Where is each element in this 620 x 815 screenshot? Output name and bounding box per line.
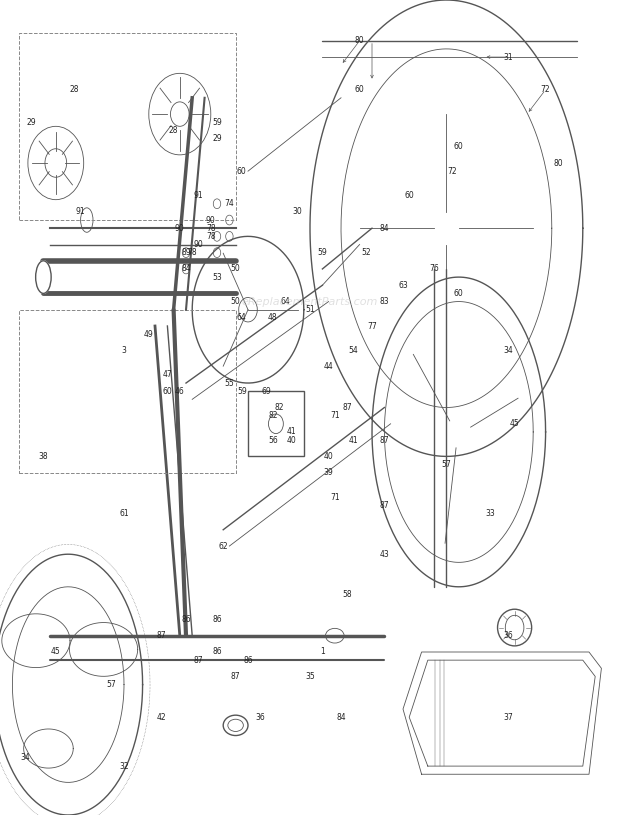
Text: 29: 29 (212, 134, 222, 143)
Text: 77: 77 (367, 321, 377, 331)
Text: 60: 60 (162, 386, 172, 396)
Text: 31: 31 (503, 52, 513, 62)
Text: 58: 58 (342, 590, 352, 600)
Text: 84: 84 (379, 223, 389, 233)
Text: 90: 90 (206, 215, 216, 225)
Text: 32: 32 (119, 761, 129, 771)
Text: 57: 57 (107, 680, 117, 689)
Text: 80: 80 (355, 36, 365, 46)
Text: 91: 91 (193, 191, 203, 200)
Text: 71: 71 (330, 411, 340, 421)
Text: 59: 59 (237, 386, 247, 396)
Text: 80: 80 (553, 158, 563, 168)
Text: 62: 62 (218, 541, 228, 551)
Text: 47: 47 (162, 370, 172, 380)
Text: 48: 48 (268, 313, 278, 323)
Text: 53: 53 (212, 272, 222, 282)
Text: 45: 45 (510, 419, 520, 429)
Text: 44: 44 (324, 362, 334, 372)
Text: 59: 59 (317, 248, 327, 258)
Text: 82: 82 (274, 403, 284, 412)
Text: 87: 87 (193, 655, 203, 665)
Text: 64: 64 (237, 313, 247, 323)
Ellipse shape (36, 261, 51, 293)
Text: 78: 78 (206, 223, 216, 233)
Text: 91: 91 (76, 207, 86, 217)
Text: 83: 83 (379, 297, 389, 306)
Text: 28: 28 (69, 85, 79, 95)
Text: 36: 36 (255, 712, 265, 722)
Text: 87: 87 (342, 403, 352, 412)
Text: 87: 87 (231, 672, 241, 681)
Text: 49: 49 (144, 329, 154, 339)
Text: eReplacementParts.com: eReplacementParts.com (242, 297, 378, 306)
Text: 86: 86 (212, 615, 222, 624)
Text: 3: 3 (122, 346, 126, 355)
Text: 78: 78 (187, 248, 197, 258)
Text: 64: 64 (280, 297, 290, 306)
Text: 37: 37 (503, 712, 513, 722)
Text: 56: 56 (268, 435, 278, 445)
Text: 76: 76 (429, 264, 439, 274)
Text: 89: 89 (181, 248, 191, 258)
Text: 59: 59 (212, 117, 222, 127)
Text: 87: 87 (379, 435, 389, 445)
Text: 46: 46 (175, 386, 185, 396)
Text: 84: 84 (336, 712, 346, 722)
Text: 60: 60 (355, 85, 365, 95)
Text: 35: 35 (305, 672, 315, 681)
Text: 34: 34 (503, 346, 513, 355)
Text: 43: 43 (379, 549, 389, 559)
Text: 87: 87 (379, 500, 389, 510)
Text: 84: 84 (181, 264, 191, 274)
Text: 50: 50 (231, 264, 241, 274)
Text: 50: 50 (231, 297, 241, 306)
Text: 60: 60 (404, 191, 414, 200)
Text: 60: 60 (454, 289, 464, 298)
Text: 72: 72 (448, 166, 458, 176)
Text: 40: 40 (324, 452, 334, 461)
Text: 90: 90 (175, 223, 185, 233)
Text: 39: 39 (324, 468, 334, 478)
Text: 29: 29 (26, 117, 36, 127)
Text: 33: 33 (485, 509, 495, 518)
Text: 69: 69 (262, 386, 272, 396)
Text: 45: 45 (51, 647, 61, 657)
Text: 36: 36 (503, 631, 513, 641)
Text: 61: 61 (119, 509, 129, 518)
Text: 1: 1 (320, 647, 325, 657)
Text: 34: 34 (20, 753, 30, 763)
Text: 42: 42 (156, 712, 166, 722)
Text: 78: 78 (206, 231, 216, 241)
Text: 72: 72 (541, 85, 551, 95)
Text: 30: 30 (293, 207, 303, 217)
Text: 86: 86 (243, 655, 253, 665)
Text: 87: 87 (156, 631, 166, 641)
Text: 74: 74 (224, 199, 234, 209)
Text: 28: 28 (169, 126, 179, 135)
Text: 71: 71 (330, 492, 340, 502)
Text: 60: 60 (237, 166, 247, 176)
Text: 40: 40 (286, 435, 296, 445)
Text: 90: 90 (193, 240, 203, 249)
Text: 82: 82 (268, 411, 278, 421)
Text: 54: 54 (348, 346, 358, 355)
Text: 60: 60 (454, 142, 464, 152)
Text: 86: 86 (212, 647, 222, 657)
Text: 51: 51 (305, 305, 315, 315)
Text: 38: 38 (38, 452, 48, 461)
Text: 57: 57 (441, 460, 451, 469)
Text: 41: 41 (348, 435, 358, 445)
Text: 52: 52 (361, 248, 371, 258)
Text: 41: 41 (286, 427, 296, 437)
Text: 55: 55 (224, 378, 234, 388)
Text: 86: 86 (181, 615, 191, 624)
Text: 63: 63 (398, 280, 408, 290)
